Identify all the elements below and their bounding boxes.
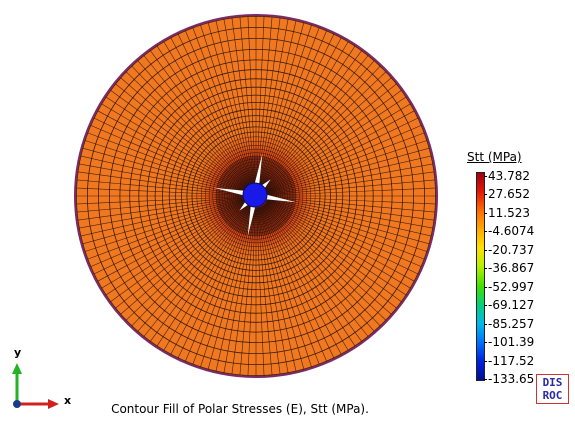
- color-scale-bar: [476, 172, 485, 381]
- crack-0: [254, 153, 263, 186]
- axis-triad: [12, 363, 59, 409]
- x-axis-label: x: [64, 394, 72, 407]
- legend-label-10: -117.52: [483, 354, 535, 368]
- logo-line-2: ROC: [542, 389, 563, 402]
- legend-label-5: -36.867: [483, 261, 535, 275]
- crack-1: [264, 194, 297, 203]
- logo-line-1: DIS: [542, 376, 563, 389]
- legend-title: Stt (MPa): [467, 150, 522, 164]
- legend-label-9: -101.39: [483, 335, 535, 349]
- legend-label-6: -52.997: [483, 280, 535, 294]
- legend-label-4: -20.737: [483, 243, 535, 257]
- legend-label-7: -69.127: [483, 298, 535, 312]
- legend-label-11: -133.65: [483, 372, 535, 386]
- legend-label-0: 43.782: [484, 169, 530, 183]
- x-arrow-head-icon: [48, 399, 59, 409]
- plot-caption: Contour Fill of Polar Stresses (E), Stt …: [111, 402, 369, 416]
- disroc-logo[interactable]: DIS ROC: [536, 374, 569, 404]
- crack-3: [213, 187, 246, 196]
- y-arrow-head-icon: [12, 363, 22, 374]
- legend-label-2: 11.523: [484, 206, 530, 220]
- legend-label-1: 27.652: [484, 187, 530, 201]
- triad-origin: [13, 400, 21, 408]
- crack-2: [247, 204, 256, 237]
- borehole[interactable]: [242, 182, 268, 208]
- legend-label-3: -4.6074: [483, 224, 535, 238]
- legend-label-8: -85.257: [483, 317, 535, 331]
- disc-boundary: [74, 14, 438, 378]
- y-axis-label: y: [14, 346, 22, 359]
- radial-cracks: [213, 153, 297, 237]
